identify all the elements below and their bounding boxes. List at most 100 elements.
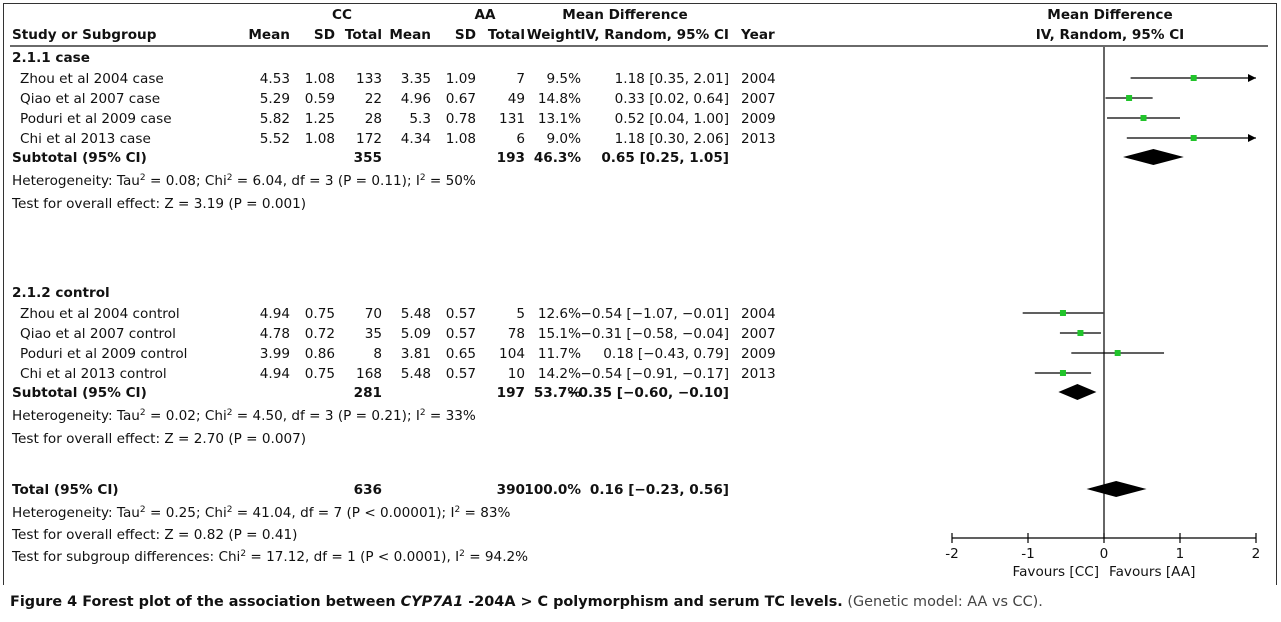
study-6-total-aa: 78: [508, 326, 525, 342]
header-total-aa: Total: [488, 27, 525, 43]
study-6-mean-cc: 4.78: [260, 326, 290, 342]
study-4-name: Chi et al 2013 case: [20, 131, 151, 147]
subtotal-1-total-aa: 193: [497, 150, 525, 166]
subgroup-2-heterogeneity: Heterogeneity: Tau2 = 0.02; Chi2 = 4.50,…: [12, 408, 476, 424]
study-3-ci: 0.52 [0.04, 1.00]: [615, 111, 729, 127]
study-4-ci-arrow: [1248, 134, 1256, 142]
subgroup-1-title: 2.1.1 case: [12, 50, 90, 66]
study-6-marker: [1077, 330, 1084, 336]
subtotal-2-ci: −0.35 [−0.60, −0.10]: [567, 385, 729, 401]
total-diamond: [1086, 481, 1147, 497]
study-1-year: 2004: [741, 71, 776, 87]
total-ci: 0.16 [−0.23, 0.56]: [590, 482, 729, 498]
header-plot-title: Mean Difference: [1047, 7, 1172, 23]
subtotal-2-label: Subtotal (95% CI): [12, 385, 147, 401]
header-study: Study or Subgroup: [12, 27, 157, 43]
study-8-total-cc: 168: [356, 366, 382, 382]
subtotal-1-diamond: [1123, 149, 1184, 165]
study-6-sd-cc: 0.72: [305, 326, 335, 342]
header-group-cc: CC: [332, 7, 352, 23]
study-7-total-aa: 104: [499, 346, 525, 362]
study-6-ci: −0.31 [−0.58, −0.04]: [580, 326, 729, 342]
study-2-marker: [1126, 95, 1133, 101]
study-2-mean-cc: 5.29: [260, 91, 290, 107]
study-5-year: 2004: [741, 306, 776, 322]
study-7-name: Poduri et al 2009 control: [20, 346, 187, 362]
total-label: Total (95% CI): [12, 482, 119, 498]
study-7-weight: 11.7%: [538, 346, 581, 362]
study-5-mean-cc: 4.94: [260, 306, 290, 322]
study-8-year: 2013: [741, 366, 776, 382]
x-tick-label-0: -2: [945, 546, 959, 562]
study-3-mean-aa: 5.3: [409, 111, 431, 127]
header-weight: Weight: [527, 27, 582, 43]
total-total-aa: 390: [497, 482, 525, 498]
study-3-total-cc: 28: [365, 111, 382, 127]
study-1-total-cc: 133: [356, 71, 382, 87]
study-5-mean-aa: 5.48: [401, 306, 431, 322]
x-tick-label-3: 1: [1176, 546, 1185, 562]
forest-plot: CC AA Mean Difference Mean Difference Study …: [10, 7, 1268, 580]
study-2-year: 2007: [741, 91, 776, 107]
study-5-total-aa: 5: [516, 306, 525, 322]
header-year: Year: [740, 27, 775, 43]
study-2-weight: 14.8%: [538, 91, 581, 107]
study-4-mean-aa: 4.34: [401, 131, 431, 147]
study-1-sd-cc: 1.08: [305, 71, 335, 87]
subgroup-2-title: 2.1.2 control: [12, 285, 110, 301]
figure-frame: [3, 3, 1277, 585]
header-md-title: Mean Difference: [562, 7, 687, 23]
study-4-ci: 1.18 [0.30, 2.06]: [615, 131, 729, 147]
x-tick-label-2: 0: [1100, 546, 1109, 562]
study-8-sd-cc: 0.75: [305, 366, 335, 382]
header-mean-aa: Mean: [389, 27, 431, 43]
study-4-mean-cc: 5.52: [260, 131, 290, 147]
study-7-mean-aa: 3.81: [401, 346, 431, 362]
study-2-total-cc: 22: [365, 91, 382, 107]
study-8-weight: 14.2%: [538, 366, 581, 382]
study-2-mean-aa: 4.96: [401, 91, 431, 107]
subtotal-1-total-cc: 355: [354, 150, 382, 166]
study-2-name: Qiao et al 2007 case: [20, 91, 160, 107]
x-tick-label-4: 2: [1252, 546, 1261, 562]
study-7-mean-cc: 3.99: [260, 346, 290, 362]
study-2-sd-aa: 0.67: [446, 91, 476, 107]
study-8-ci: −0.54 [−0.91, −0.17]: [580, 366, 729, 382]
study-4-total-aa: 6: [516, 131, 525, 147]
caption-gene: CYP7A1: [400, 594, 464, 610]
header-sd-aa: SD: [455, 27, 476, 43]
header-total-cc: Total: [345, 27, 382, 43]
study-8-sd-aa: 0.57: [446, 366, 476, 382]
footer-line-1: Heterogeneity: Tau2 = 0.25; Chi2 = 41.04…: [12, 505, 511, 521]
study-3-sd-aa: 0.78: [446, 111, 476, 127]
study-8-mean-aa: 5.48: [401, 366, 431, 382]
study-5-ci: −0.54 [−1.07, −0.01]: [580, 306, 729, 322]
study-1-weight: 9.5%: [546, 71, 581, 87]
header-group-aa: AA: [474, 7, 496, 23]
study-7-sd-cc: 0.86: [305, 346, 335, 362]
study-1-ci: 1.18 [0.35, 2.01]: [615, 71, 729, 87]
study-4-total-cc: 172: [356, 131, 382, 147]
study-6-mean-aa: 5.09: [401, 326, 431, 342]
subgroup-1-overall-effect: Test for overall effect: Z = 3.19 (P = 0…: [11, 196, 306, 212]
footer-line-2: Test for overall effect: Z = 0.82 (P = 0…: [11, 527, 297, 543]
study-5-marker: [1059, 310, 1066, 316]
total-total-cc: 636: [354, 482, 382, 498]
caption-title-post: -204A > C polymorphism and serum TC leve…: [463, 594, 843, 610]
study-4-sd-aa: 1.08: [446, 131, 476, 147]
study-8-name: Chi et al 2013 control: [20, 366, 167, 382]
study-7-year: 2009: [741, 346, 776, 362]
study-1-mean-aa: 3.35: [401, 71, 431, 87]
study-1-mean-cc: 4.53: [260, 71, 290, 87]
caption-note: (Genetic model: AA vs CC).: [842, 594, 1043, 610]
study-1-marker: [1190, 75, 1197, 81]
study-1-sd-aa: 1.09: [446, 71, 476, 87]
study-5-sd-aa: 0.57: [446, 306, 476, 322]
study-4-marker: [1190, 135, 1197, 141]
study-2-sd-cc: 0.59: [305, 91, 335, 107]
study-3-weight: 13.1%: [538, 111, 581, 127]
study-7-marker: [1114, 350, 1121, 356]
study-5-name: Zhou et al 2004 control: [20, 306, 180, 322]
subtotal-2-total-aa: 197: [497, 385, 525, 401]
study-6-year: 2007: [741, 326, 776, 342]
